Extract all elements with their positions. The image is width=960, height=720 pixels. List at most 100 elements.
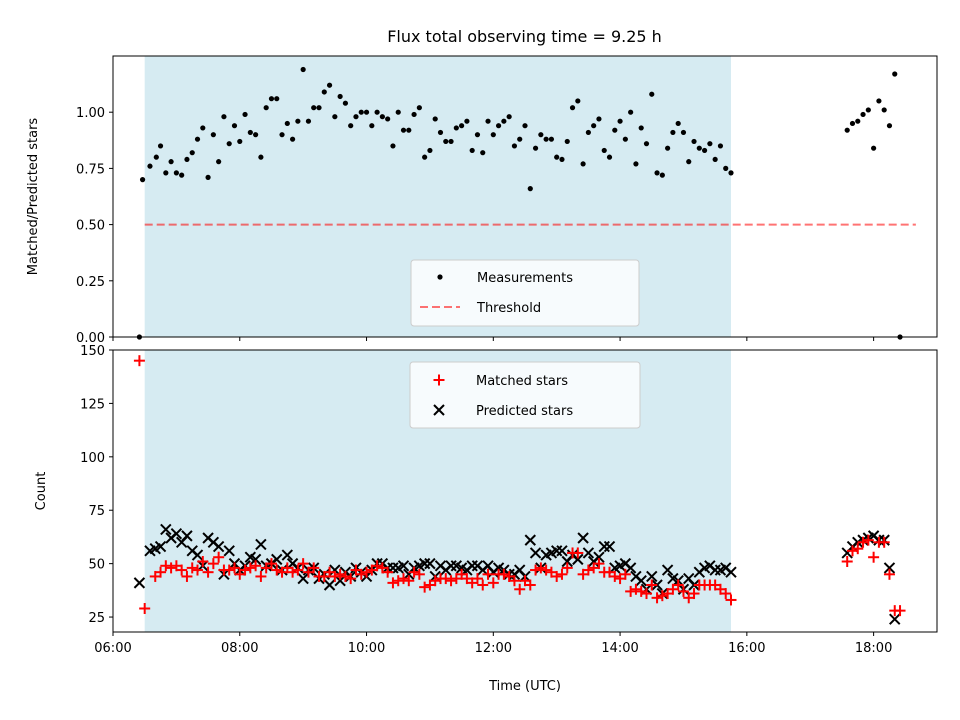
y-tick-label: 0.75 [76, 162, 105, 177]
matched-point [561, 562, 573, 574]
measurement-point [717, 143, 724, 149]
measurement-point [522, 123, 528, 129]
matched-point [862, 534, 874, 546]
measurement-point [638, 125, 644, 131]
matched-point [656, 590, 668, 602]
matched-point [640, 588, 652, 600]
measurement-points [136, 66, 903, 340]
predicted-point [883, 562, 896, 574]
measurement-point [860, 111, 866, 118]
measurement-point [564, 138, 570, 145]
measurement-point [691, 138, 697, 145]
x-stroke [397, 560, 410, 572]
measurement-point [363, 109, 370, 115]
predicted-point [323, 579, 336, 591]
measurement-point [892, 71, 898, 77]
measurement-point [855, 118, 861, 124]
predicted-point [181, 530, 193, 542]
measurement-point [538, 132, 544, 138]
measurement-point [680, 129, 687, 136]
y-tick-label: 25 [88, 611, 105, 626]
x-stroke [323, 579, 336, 591]
x-stroke [281, 549, 294, 561]
ratio-x-ticks [112, 337, 875, 341]
measurement-point [332, 114, 338, 120]
x-stroke [603, 540, 616, 553]
matched-point [345, 573, 357, 585]
x-tick-label: 16:00 [728, 641, 765, 656]
measurement-point [400, 127, 407, 133]
predicted-point [635, 575, 647, 587]
predicted-point [154, 540, 167, 553]
measurement-point [316, 105, 322, 111]
legend-matched-marker [433, 374, 445, 386]
legend-matched-label: Matched stars [476, 374, 568, 389]
x-stroke [455, 562, 468, 574]
measurement-point [284, 120, 290, 127]
legend-measurements-label: Measurements [477, 271, 573, 286]
measurement-point [385, 116, 391, 122]
measurement-point [432, 116, 438, 122]
matched-point [582, 564, 594, 576]
matched-point [329, 570, 341, 582]
measurement-point [237, 138, 243, 145]
x-stroke [433, 404, 445, 416]
measurement-point [184, 156, 190, 163]
measurement-point [153, 154, 159, 160]
predicted-point [556, 545, 568, 557]
x-stroke [683, 572, 695, 585]
measurement-point [353, 114, 359, 120]
x-tick-label: 14:00 [601, 641, 638, 656]
x-axis-label: Time (UTC) [488, 679, 561, 694]
measurement-point [157, 143, 164, 149]
matched-point [514, 583, 526, 595]
predicted-point [212, 540, 225, 553]
measurement-point [580, 161, 586, 167]
x-stroke [635, 575, 647, 587]
x-stroke [154, 540, 167, 553]
measurement-point [247, 129, 253, 136]
y-tick-label: 50 [88, 558, 105, 573]
measurement-point [506, 114, 512, 120]
measurement-point [606, 154, 613, 160]
x-stroke [223, 545, 235, 557]
y-tick-label: 0.00 [76, 331, 105, 346]
measurement-point [274, 96, 280, 102]
measurement-point [337, 93, 343, 100]
measurement-point [459, 123, 465, 129]
measurement-point [416, 105, 422, 111]
measurement-point [374, 109, 380, 115]
measurement-point [596, 116, 602, 122]
matched-point [197, 556, 209, 567]
legend-x [433, 404, 445, 416]
measurement-point [485, 118, 491, 124]
predicted-point [582, 547, 595, 559]
predicted-point [646, 570, 658, 583]
measurement-point [723, 165, 729, 171]
measurement-point [707, 141, 713, 147]
predicted-point [191, 549, 204, 561]
predicted-point [593, 551, 605, 563]
chart-title: Flux total observing time = 9.25 h [387, 27, 662, 46]
measurement-point [628, 109, 634, 115]
measurement-point [849, 120, 856, 127]
x-stroke [329, 564, 341, 576]
x-stroke [624, 562, 637, 574]
ratio-legend: Measurements Threshold [410, 259, 640, 327]
matched-point [646, 579, 658, 591]
measurement-point [543, 136, 549, 142]
measurement-point [474, 132, 481, 138]
measurement-point [216, 159, 222, 165]
legend-predicted-marker [433, 404, 445, 416]
count-panel: 25 50 75 100 125 150 06:00 08:00 10:00 12:00 14:0… [34, 344, 938, 694]
y-tick-label: 1.00 [76, 106, 105, 121]
x-stroke [667, 572, 679, 585]
measurement-point [480, 150, 486, 156]
matched-point [677, 585, 689, 597]
measurement-point [253, 132, 259, 138]
measurement-point [311, 105, 317, 111]
x-stroke [582, 547, 595, 559]
measurement-point [443, 138, 449, 145]
ratio-panel: 0.00 0.25 0.50 0.75 1.00 Matched/Predicted s… [26, 55, 938, 346]
measurement-point [659, 172, 665, 178]
